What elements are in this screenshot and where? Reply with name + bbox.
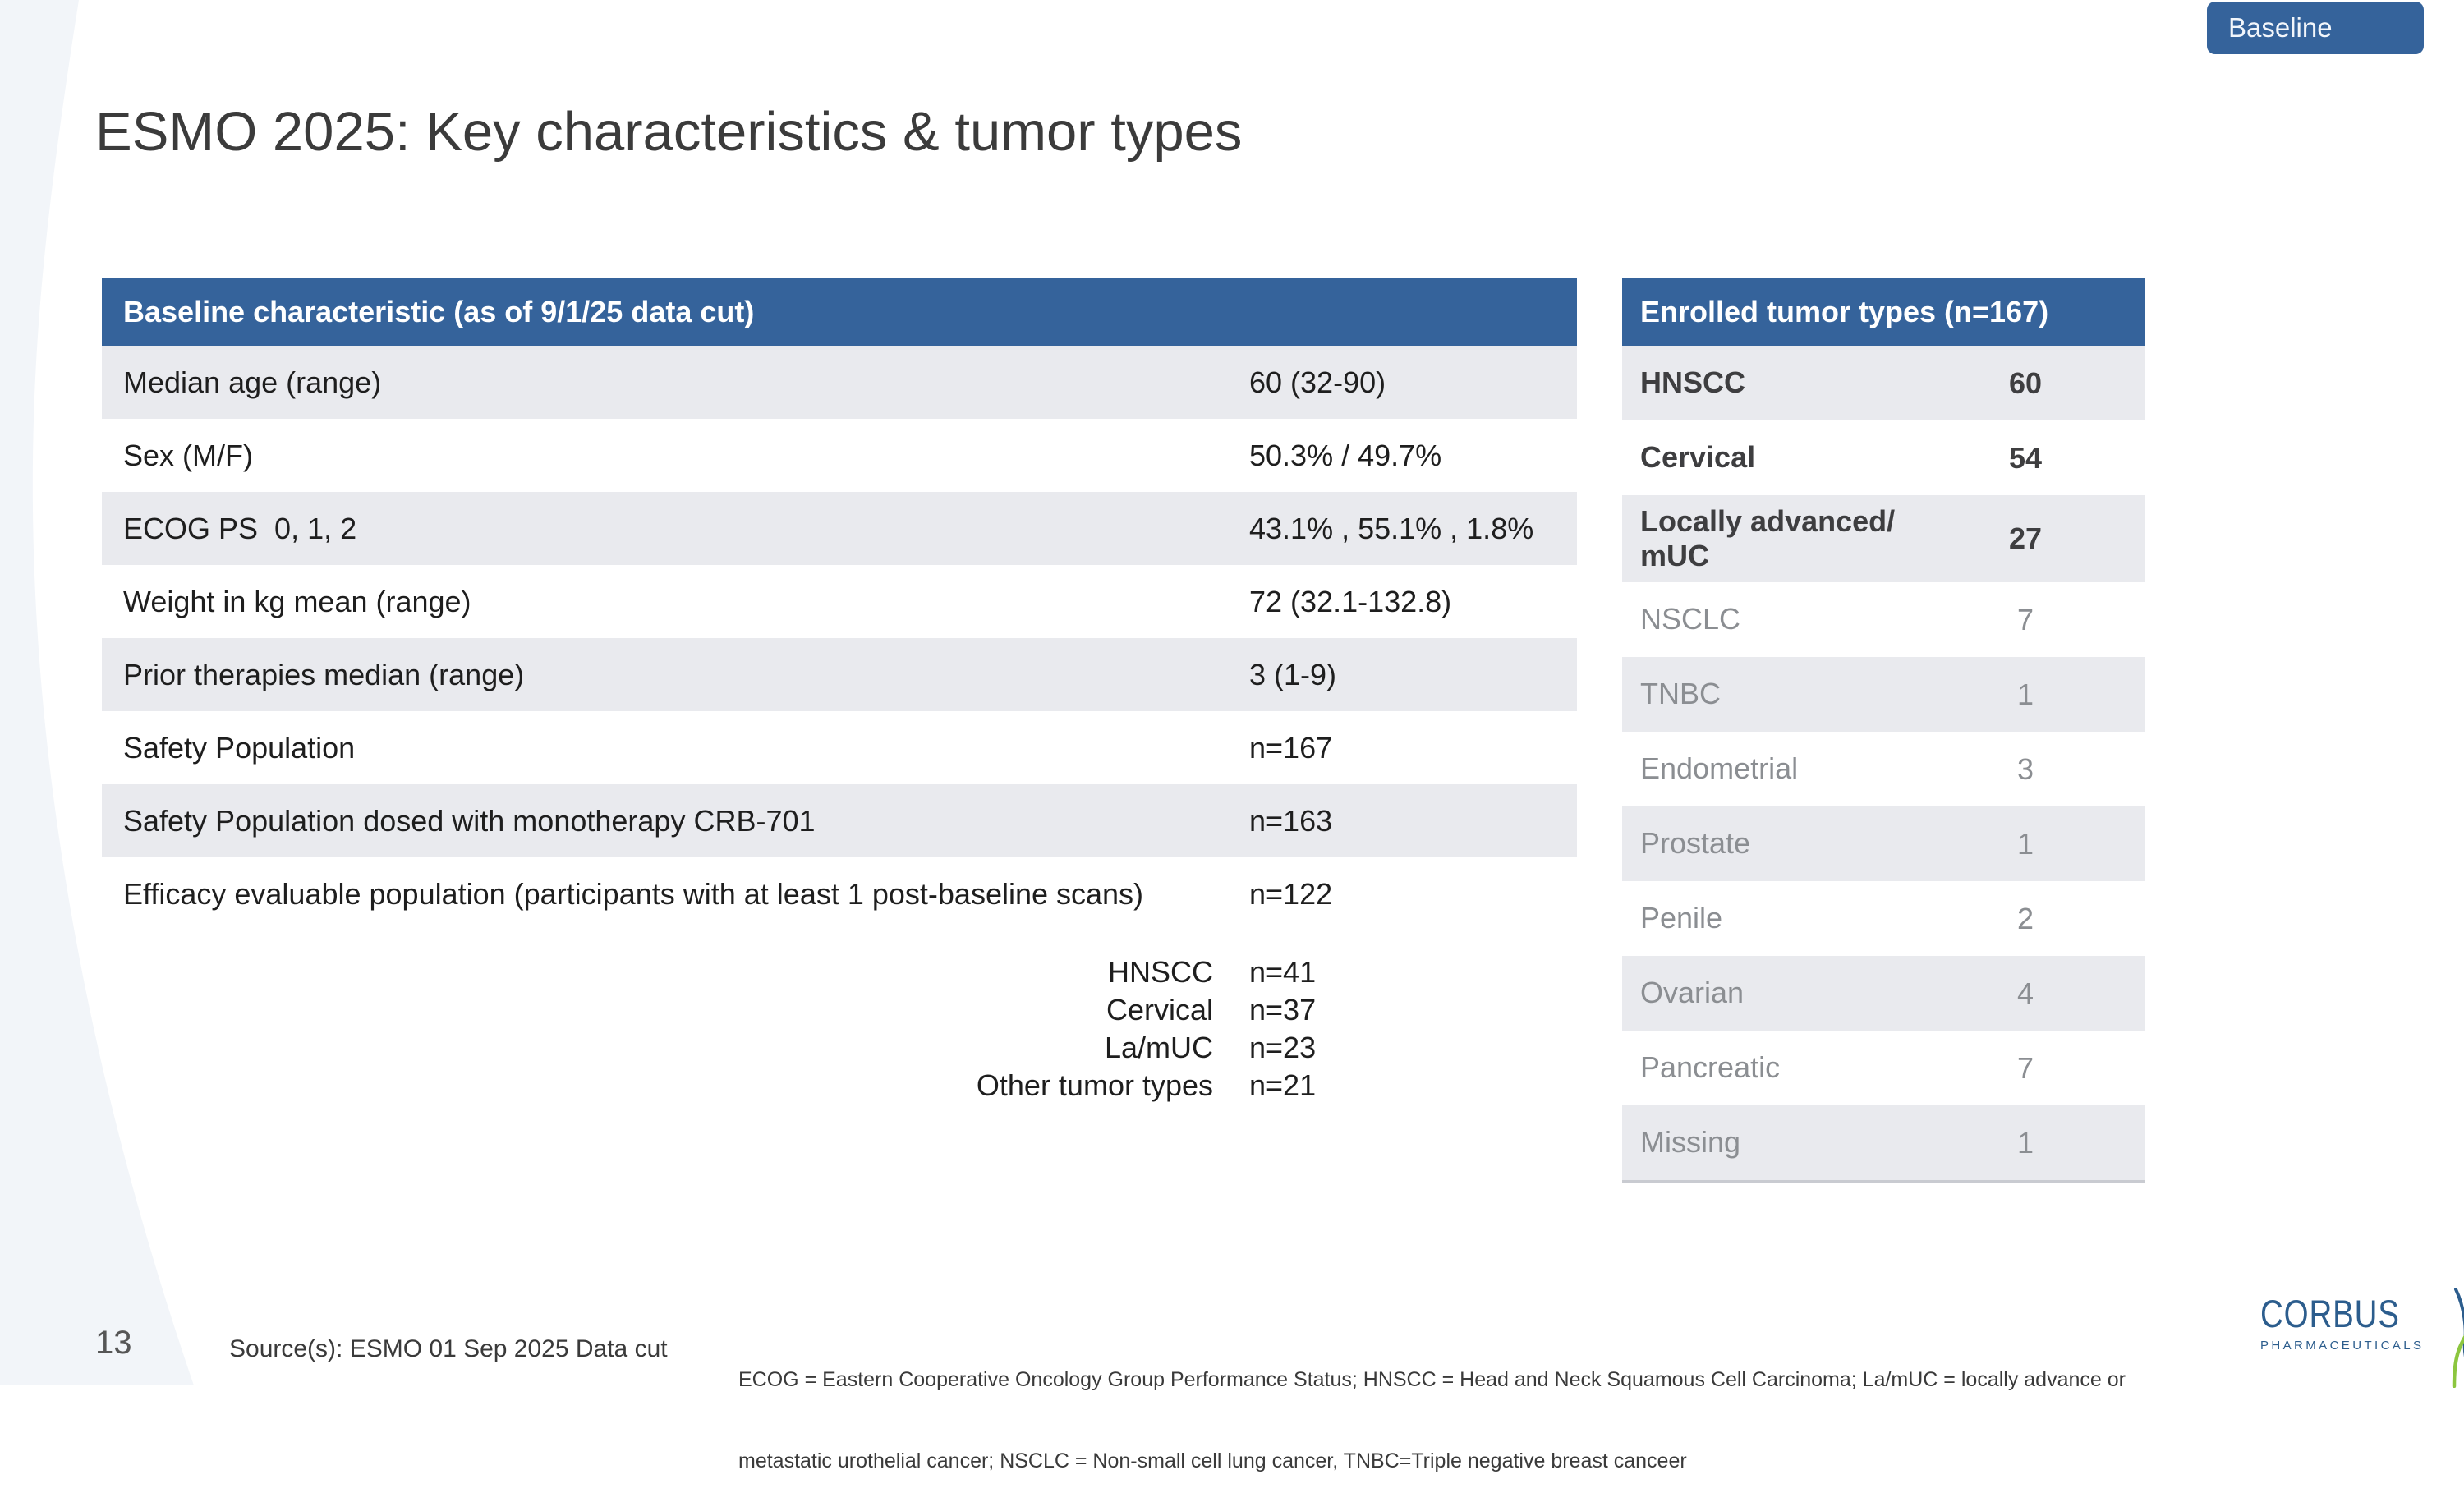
source-text: Source(s): ESMO 01 Sep 2025 Data cut bbox=[229, 1335, 668, 1362]
row-value: 4 bbox=[2016, 976, 2034, 1010]
row-label: HNSCC bbox=[1640, 365, 1746, 400]
row-value: n=37 bbox=[1249, 993, 1317, 1027]
list-item: La/mUC n=23 bbox=[102, 1029, 1577, 1067]
row-value: 3 bbox=[2016, 751, 2034, 786]
baseline-table-header: Baseline characteristic (as of 9/1/25 da… bbox=[102, 278, 1577, 346]
row-value: n=122 bbox=[1249, 876, 1333, 911]
table-row: Pancreatic 7 bbox=[1622, 1031, 2145, 1105]
row-label: Median age (range) bbox=[123, 365, 382, 399]
section-tag-label: Baseline bbox=[2228, 12, 2333, 43]
row-label: Weight in kg mean (range) bbox=[123, 584, 471, 618]
row-label: Pancreatic bbox=[1640, 1050, 1781, 1085]
table-row: Prostate 1 bbox=[1622, 806, 2145, 881]
list-item: Other tumor types n=21 bbox=[102, 1067, 1577, 1105]
table-row: Safety Population dosed with monotherapy… bbox=[102, 784, 1577, 857]
row-label: Endometrial bbox=[1640, 751, 1799, 786]
row-value: 7 bbox=[2016, 602, 2034, 636]
enrolled-tumor-types-table: Enrolled tumor types (n=167) HNSCC 60 Ce… bbox=[1622, 278, 2145, 1183]
section-tag-baseline[interactable]: Baseline bbox=[2207, 2, 2424, 54]
row-label: Efficacy evaluable population (participa… bbox=[123, 876, 1144, 911]
row-label: Cervical bbox=[1640, 440, 1756, 475]
row-label: Sex (M/F) bbox=[123, 438, 253, 472]
tumor-table-header-label: Enrolled tumor types (n=167) bbox=[1640, 295, 2049, 328]
table-row: Prior therapies median (range) 3 (1-9) bbox=[102, 638, 1577, 711]
table-row: Cervical 54 bbox=[1622, 420, 2145, 495]
row-label: Penile bbox=[1640, 901, 1723, 935]
row-value: 7 bbox=[2016, 1050, 2034, 1085]
table-row: Sex (M/F) 50.3% / 49.7% bbox=[102, 419, 1577, 492]
tumor-table-header: Enrolled tumor types (n=167) bbox=[1622, 278, 2145, 346]
table-row: Endometrial 3 bbox=[1622, 732, 2145, 806]
row-value: 43.1% , 55.1% , 1.8% bbox=[1249, 511, 1534, 545]
row-value: 1 bbox=[2016, 1125, 2034, 1160]
row-label: Prostate bbox=[1640, 826, 1751, 861]
row-label: Safety Population bbox=[123, 730, 356, 765]
row-label: Other tumor types bbox=[976, 1068, 1213, 1102]
row-value: n=41 bbox=[1249, 955, 1317, 989]
row-label: La/mUC bbox=[1104, 1031, 1213, 1064]
baseline-characteristics-table: Baseline characteristic (as of 9/1/25 da… bbox=[102, 278, 1577, 1105]
corbus-logo-subtext: PHARMACEUTICALS bbox=[2260, 1339, 2425, 1353]
baseline-table-rows: Median age (range) 60 (32-90) Sex (M/F) … bbox=[102, 346, 1577, 930]
corbus-logo: CORBUS PHARMACEUTICALS bbox=[2260, 1288, 2464, 1388]
left-swoosh-decoration bbox=[0, 0, 194, 1385]
row-value: 60 bbox=[2008, 365, 2043, 400]
row-value: n=167 bbox=[1249, 730, 1333, 765]
row-value: 60 (32-90) bbox=[1249, 365, 1386, 399]
table-row: Weight in kg mean (range) 72 (32.1-132.8… bbox=[102, 565, 1577, 638]
corbus-logo-text: CORBUS PHARMACEUTICALS bbox=[2260, 1294, 2430, 1353]
table-row: Efficacy evaluable population (participa… bbox=[102, 857, 1577, 930]
row-label: HNSCC bbox=[1107, 955, 1213, 989]
row-label: Locally advanced/ mUC bbox=[1640, 503, 1896, 572]
table-row: TNBC 1 bbox=[1622, 657, 2145, 732]
corbus-figure-icon bbox=[2452, 1288, 2464, 1388]
list-item: Cervical n=37 bbox=[102, 991, 1577, 1029]
row-label: NSCLC bbox=[1640, 602, 1741, 636]
table-row: Penile 2 bbox=[1622, 881, 2145, 956]
corbus-logo-wordmark: CORBUS bbox=[2260, 1292, 2400, 1335]
footnote-line-1: ECOG = Eastern Cooperative Oncology Grou… bbox=[738, 1368, 2126, 1391]
footnote-line-2: metastatic urothelial cancer; NSCLC = No… bbox=[738, 1449, 1687, 1472]
row-value: 2 bbox=[2016, 901, 2034, 935]
row-label: Missing bbox=[1640, 1125, 1741, 1160]
list-item: HNSCC n=41 bbox=[102, 953, 1577, 991]
row-label: Cervical bbox=[1106, 993, 1213, 1027]
baseline-table-header-label: Baseline characteristic (as of 9/1/25 da… bbox=[123, 295, 755, 328]
row-value: 50.3% / 49.7% bbox=[1249, 438, 1442, 472]
table-row: Missing 1 bbox=[1622, 1105, 2145, 1180]
row-value: 1 bbox=[2016, 826, 2034, 861]
row-value: n=23 bbox=[1249, 1031, 1317, 1064]
row-value: n=163 bbox=[1249, 803, 1333, 838]
table-row: Locally advanced/ mUC 27 bbox=[1622, 495, 2145, 582]
efficacy-breakdown-rows: HNSCC n=41 Cervical n=37 La/mUC n=23 Oth… bbox=[102, 953, 1577, 1105]
table-row: Safety Population n=167 bbox=[102, 711, 1577, 784]
row-value: 54 bbox=[2008, 440, 2043, 475]
row-label: Safety Population dosed with monotherapy… bbox=[123, 803, 816, 838]
row-value: 3 (1-9) bbox=[1249, 657, 1337, 691]
table-row: NSCLC 7 bbox=[1622, 582, 2145, 657]
table-row: ECOG PS 0, 1, 2 43.1% , 55.1% , 1.8% bbox=[102, 492, 1577, 565]
page-title: ESMO 2025: Key characteristics & tumor t… bbox=[95, 101, 1243, 163]
page-number: 13 bbox=[95, 1325, 132, 1361]
row-label: TNBC bbox=[1640, 677, 1721, 711]
table-row: HNSCC 60 bbox=[1622, 346, 2145, 420]
tumor-table-rows: HNSCC 60 Cervical 54 Locally advanced/ m… bbox=[1622, 346, 2145, 1183]
row-label: Ovarian bbox=[1640, 976, 1745, 1010]
footnote-text: ECOG = Eastern Cooperative Oncology Grou… bbox=[738, 1312, 2126, 1502]
row-label: ECOG PS 0, 1, 2 bbox=[123, 511, 357, 545]
table-row: Median age (range) 60 (32-90) bbox=[102, 346, 1577, 419]
row-label: Prior therapies median (range) bbox=[123, 657, 525, 691]
row-value: n=21 bbox=[1249, 1068, 1317, 1102]
table-row: Ovarian 4 bbox=[1622, 956, 2145, 1031]
row-value: 1 bbox=[2016, 677, 2034, 711]
row-value: 72 (32.1-132.8) bbox=[1249, 584, 1452, 618]
row-value: 27 bbox=[2008, 521, 2043, 555]
